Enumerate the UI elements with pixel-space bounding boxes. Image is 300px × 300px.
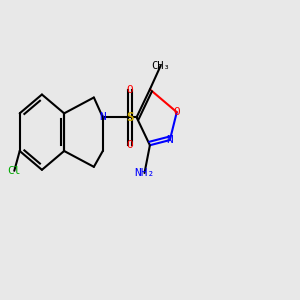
Text: O: O xyxy=(126,140,133,150)
Text: S: S xyxy=(126,111,134,124)
Text: N: N xyxy=(99,112,106,122)
Text: O: O xyxy=(173,107,180,117)
Text: CH₃: CH₃ xyxy=(151,61,170,70)
Text: O: O xyxy=(126,85,133,94)
Text: Cl: Cl xyxy=(8,166,21,176)
Text: N: N xyxy=(167,135,173,145)
Text: NH₂: NH₂ xyxy=(134,168,154,178)
